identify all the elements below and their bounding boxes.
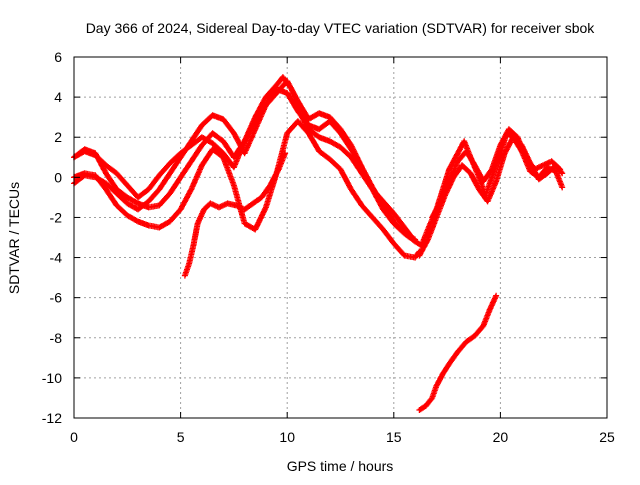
x-tick-labels: 0 5 10 15 20 25 bbox=[70, 429, 615, 445]
series-track-e bbox=[181, 150, 289, 279]
data-layer bbox=[71, 74, 566, 413]
chart-title: Day 366 of 2024, Sidereal Day-to-day VTE… bbox=[86, 20, 596, 36]
y-tick-label: 0 bbox=[54, 169, 62, 185]
y-tick-label: -6 bbox=[50, 290, 63, 306]
y-tick-label: -2 bbox=[50, 209, 63, 225]
y-tick-label: -8 bbox=[50, 330, 63, 346]
y-tick-label: -10 bbox=[42, 370, 62, 386]
y-tick-labels: 6 4 2 0 -2 -4 -6 -8 -10 -12 bbox=[42, 49, 62, 426]
series-track-f bbox=[416, 292, 500, 413]
y-tick-label: 6 bbox=[54, 49, 62, 65]
x-tick-label: 5 bbox=[177, 429, 185, 445]
x-axis-label: GPS time / hours bbox=[287, 458, 394, 474]
series-track-i bbox=[429, 126, 564, 221]
x-tick-label: 20 bbox=[493, 429, 509, 445]
x-tick-label: 15 bbox=[386, 429, 402, 445]
marker-track bbox=[429, 126, 564, 221]
x-tick-label: 25 bbox=[599, 429, 615, 445]
plot-frame bbox=[73, 56, 608, 419]
y-tick-label: -4 bbox=[50, 250, 63, 266]
x-tick-label: 0 bbox=[70, 429, 78, 445]
y-axis-label: SDTVAR / TECUs bbox=[6, 182, 22, 294]
y-tick-label: 2 bbox=[54, 129, 62, 145]
marker-track bbox=[416, 292, 500, 413]
x-tick-label: 10 bbox=[279, 429, 295, 445]
y-tick-label: -12 bbox=[42, 410, 62, 426]
y-tick-label: 4 bbox=[54, 89, 62, 105]
axis-ticks bbox=[73, 56, 608, 419]
marker-track bbox=[181, 150, 289, 279]
